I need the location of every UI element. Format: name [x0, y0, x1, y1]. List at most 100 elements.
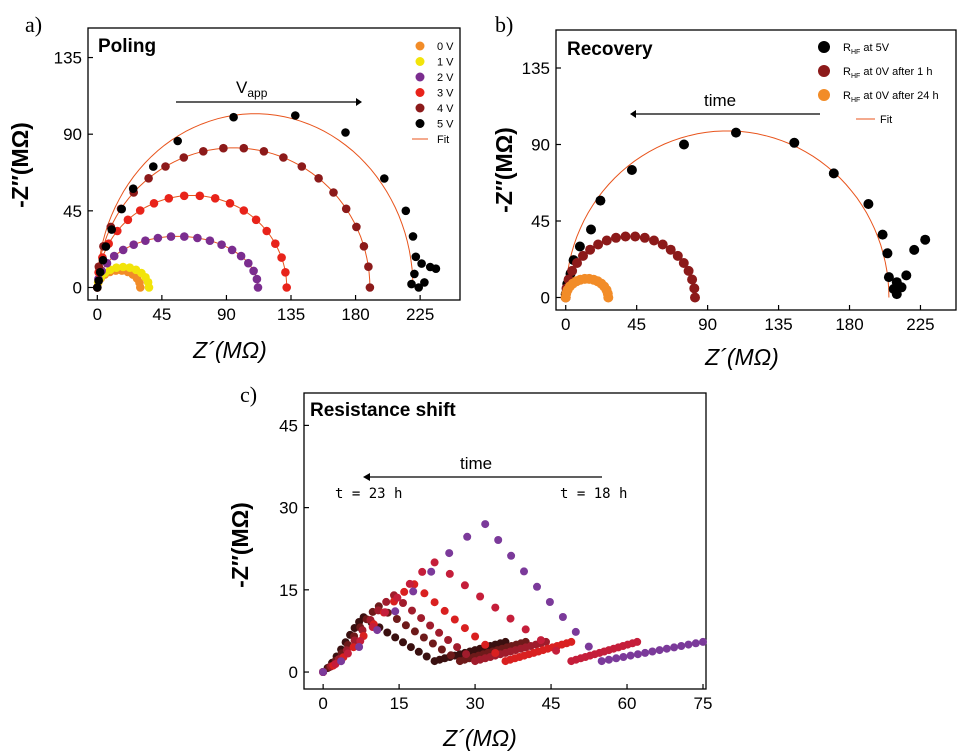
panel-c-data-point	[430, 558, 439, 567]
panel-a-data-point	[410, 269, 419, 279]
panel-a-data-point	[411, 252, 421, 262]
panel-c-data-point	[393, 593, 402, 602]
vapp-sub: app	[247, 86, 267, 100]
panel-b-data-point	[620, 231, 631, 242]
panel-b-fit-curve	[565, 235, 696, 298]
panel-a-data-point	[117, 204, 126, 214]
panel-b-data-point	[689, 283, 700, 294]
panel-c-data-point	[430, 598, 439, 607]
panel-a-legend-swatch	[415, 103, 425, 113]
panel-b-data-point	[883, 272, 894, 283]
panel-a-legend-label: 3 V	[437, 88, 454, 100]
panel-c-data-point	[409, 587, 418, 596]
panel-c-data-point	[460, 624, 469, 633]
panel-c-data-point	[427, 567, 436, 576]
panel-b-legend: RHF at 5V RHF at 0V after 1 h RHF at 0V af…	[818, 41, 939, 126]
panel-c-data-point	[655, 646, 664, 655]
panel-a-data-point	[239, 206, 249, 215]
panel-a-ytick-label: 45	[63, 202, 82, 221]
panel-a-data-point	[173, 136, 182, 146]
panel-b-data-point	[639, 232, 650, 243]
panel-a-data-point	[135, 206, 145, 215]
panel-c-data-point	[584, 642, 593, 651]
panel-c-data-point	[414, 647, 423, 656]
panel-b-legend-swatch	[818, 41, 830, 53]
panel-a-data-point	[149, 199, 159, 208]
panel-c-data-point	[460, 581, 469, 590]
panel-a-data-point	[107, 225, 116, 234]
panel-c-data-point	[552, 646, 561, 655]
panel-c-data-point	[677, 642, 686, 650]
panel-a-data-point	[94, 276, 103, 286]
panel-b-legend-label: RHF at 5V	[843, 42, 890, 56]
panel-a-data-point	[236, 251, 246, 261]
panel-a-data-point	[217, 240, 226, 249]
b-time-label: time	[704, 91, 736, 110]
panel-c-data-point	[426, 621, 435, 630]
panel-b-data-point	[586, 224, 596, 235]
panel-c-data-point	[319, 668, 328, 676]
vapp-label: Vapp	[236, 78, 268, 100]
panel-a-data-point	[244, 258, 253, 268]
panel-a-legend-label: Fit	[437, 134, 449, 146]
panel-a-data-point	[329, 188, 338, 197]
panel-a-data-point	[153, 233, 163, 243]
panel-c-xtick-label: 75	[694, 694, 713, 713]
panel-b-data-point	[920, 234, 931, 245]
panel-a-fit-curve	[96, 147, 371, 288]
panel-c-data-point	[391, 633, 400, 642]
panel-a-data-point	[282, 283, 292, 292]
panel-a-data-point	[352, 222, 361, 232]
panel-c-data-point	[349, 643, 358, 652]
panel-b-xtick-label: 225	[906, 315, 934, 334]
panel-c-data-point	[406, 643, 415, 652]
panel-a-data-point	[193, 233, 202, 243]
panel-b-data-point	[863, 199, 874, 209]
panel-a-data-point	[179, 153, 189, 162]
panel-a-data-point	[380, 174, 389, 183]
panel-a-title: Poling	[98, 36, 156, 57]
panel-a-data-point	[341, 204, 351, 214]
panel-b-data-points	[560, 127, 931, 303]
panel-a-data-point	[431, 264, 441, 274]
panel-b-data-point	[891, 289, 902, 300]
panel-a-data-point	[205, 236, 215, 245]
panel-c-data-point	[356, 637, 365, 645]
panel-a-data-point	[98, 255, 108, 265]
panel-c-xtick-label: 45	[542, 694, 561, 713]
panel-a-frame	[87, 27, 461, 301]
panel-c-data-point	[481, 640, 490, 649]
panel-a-data-point	[95, 267, 105, 277]
panel-a-data-point	[417, 259, 426, 268]
panel-c-data-point	[626, 651, 635, 660]
panel-a-fit-curves	[96, 113, 414, 288]
panel-a-data-point	[252, 274, 262, 284]
panel-c-data-point	[633, 637, 642, 646]
panel-b-data-point	[683, 265, 694, 276]
panel-b-data-point	[574, 241, 585, 252]
panel-c-ticks: 0 15 30 45 60 75 0 15 30 45	[279, 416, 712, 713]
panel-b-legend-label: Fit	[880, 114, 892, 126]
panel-c-data-point	[506, 614, 515, 623]
panel-c-data-point	[446, 651, 455, 660]
panel-c-data-point	[641, 648, 650, 657]
panel-c-data-point	[418, 567, 427, 576]
panel-c-data-point	[405, 579, 414, 588]
panel-b-data-point	[679, 139, 689, 150]
panel-c-data-point	[444, 636, 453, 644]
panel-c-data-point	[408, 606, 416, 615]
c-time-arrow-head	[363, 473, 370, 481]
panel-b-data-point	[593, 239, 604, 250]
panel-c-data-point	[440, 606, 449, 615]
panel-a-data-point	[249, 266, 258, 276]
panel-c-data-point	[343, 649, 352, 658]
panel-a-data-point	[364, 262, 373, 272]
panel-b-legend-label: RHF at 0V after 1 h	[843, 66, 932, 80]
panel-c-data-point	[417, 614, 426, 623]
panel-b-xtick-label: 135	[764, 315, 792, 334]
panel-c-data-point	[699, 637, 707, 646]
panel-a-data-point	[314, 174, 323, 183]
panel-a-data-point	[279, 153, 288, 162]
panel-c-letter: c)	[240, 382, 257, 407]
